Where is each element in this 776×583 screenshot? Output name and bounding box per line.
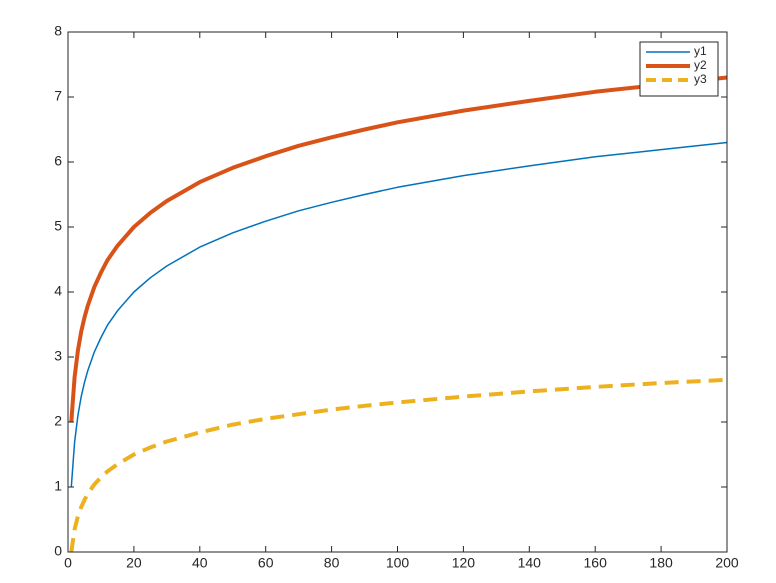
y-tick-label: 7: [54, 88, 62, 104]
y-tick-label: 1: [54, 478, 62, 494]
x-tick-label: 80: [324, 555, 340, 571]
x-tick-label: 200: [715, 555, 739, 571]
x-tick-label: 100: [386, 555, 410, 571]
legend-label: y2: [694, 58, 707, 72]
x-tick-label: 20: [126, 555, 142, 571]
legend-label: y3: [694, 72, 707, 86]
x-tick-label: 160: [584, 555, 608, 571]
y-tick-label: 0: [54, 543, 62, 559]
legend-label: y1: [694, 44, 707, 58]
x-tick-label: 60: [258, 555, 274, 571]
x-tick-label: 120: [452, 555, 476, 571]
y-tick-label: 3: [54, 348, 62, 364]
series-line: [69, 377, 728, 553]
y-tick-label: 2: [54, 413, 62, 429]
legend-box: [639, 41, 719, 97]
y-tick-label: 5: [54, 218, 62, 234]
x-tick-label: 0: [64, 555, 72, 571]
y-tick-label: 6: [54, 153, 62, 169]
x-tick-label: 180: [649, 555, 673, 571]
plot-area: [68, 32, 727, 552]
x-tick-label: 140: [518, 555, 542, 571]
series-line: [69, 75, 728, 423]
axes-box: [67, 31, 728, 553]
series-line: [70, 141, 728, 488]
y-tick-label: 8: [54, 23, 62, 39]
y-tick-label: 4: [54, 283, 62, 299]
x-tick-label: 40: [192, 555, 208, 571]
